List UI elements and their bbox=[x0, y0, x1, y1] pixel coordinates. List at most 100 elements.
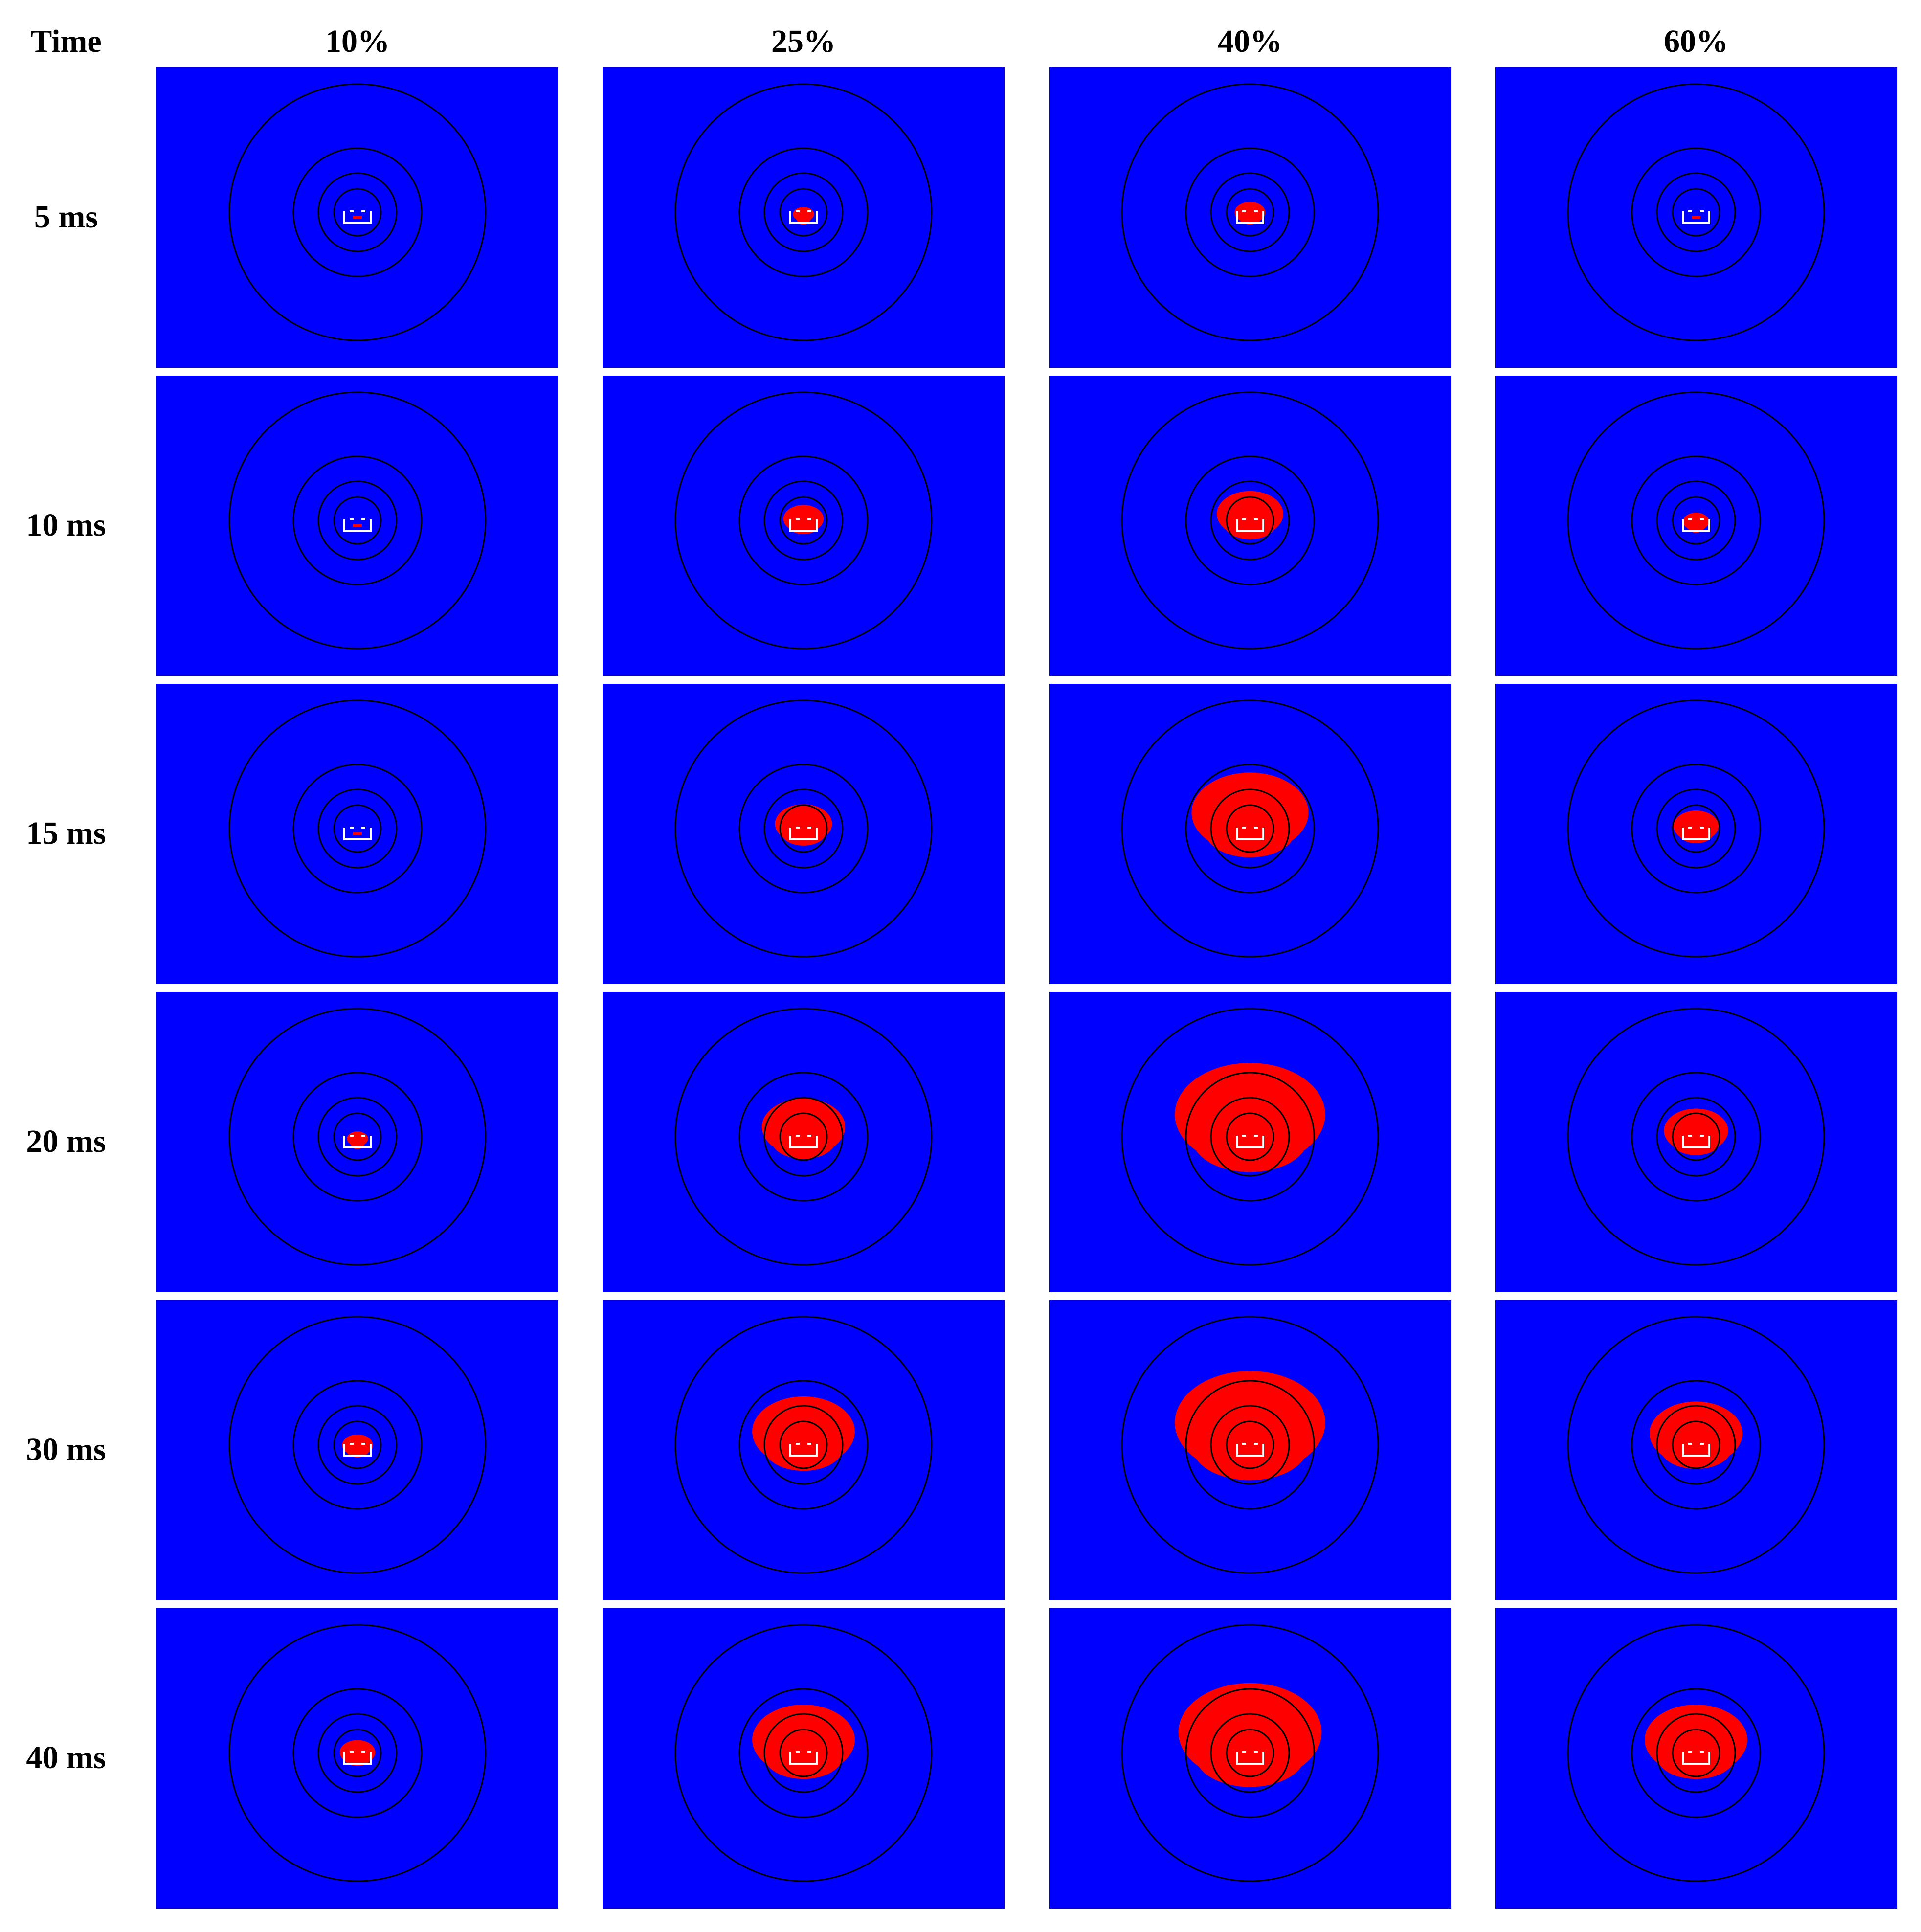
source-bracket bbox=[343, 519, 372, 532]
contour-ring bbox=[779, 804, 828, 853]
contour-ring bbox=[1567, 699, 1825, 958]
simulation-panel bbox=[1049, 1300, 1451, 1600]
source-bracket bbox=[1236, 519, 1264, 532]
contour-ring bbox=[333, 804, 382, 853]
plume-core bbox=[797, 1752, 810, 1766]
source-bracket bbox=[1682, 211, 1710, 224]
plume-core bbox=[353, 832, 362, 835]
contour-ring bbox=[779, 1112, 828, 1161]
panel-canvas bbox=[1049, 376, 1451, 676]
contour-ring bbox=[1226, 1112, 1274, 1161]
simulation-panel bbox=[603, 1300, 1005, 1600]
panel-canvas bbox=[156, 1300, 558, 1600]
contour-ring bbox=[333, 1112, 382, 1161]
panel-canvas bbox=[156, 1608, 558, 1909]
simulation-panel bbox=[603, 992, 1005, 1292]
panel-canvas bbox=[1495, 684, 1897, 984]
contour-ring bbox=[1121, 699, 1379, 958]
contour-ring bbox=[333, 188, 382, 237]
simulation-panel bbox=[603, 1608, 1005, 1909]
contour-ring bbox=[317, 788, 398, 869]
contour-ring bbox=[1185, 1380, 1315, 1510]
contour-ring bbox=[228, 1624, 487, 1882]
contour-ring bbox=[779, 188, 828, 237]
source-bracket bbox=[1236, 1444, 1264, 1457]
plume-core bbox=[353, 216, 362, 219]
column-header: 25% bbox=[771, 23, 836, 59]
source-bracket bbox=[1682, 519, 1710, 532]
contour-ring bbox=[333, 1420, 382, 1469]
contour-ring bbox=[1210, 1713, 1290, 1793]
panel-canvas bbox=[156, 992, 558, 1292]
plume-core bbox=[797, 519, 810, 533]
contour-ring bbox=[738, 455, 869, 585]
contour-ring bbox=[1631, 1688, 1761, 1818]
row-label: 10 ms bbox=[26, 507, 106, 543]
contour-ring bbox=[674, 1316, 933, 1574]
contour-ring bbox=[1567, 1008, 1825, 1266]
panel-canvas bbox=[1495, 1300, 1897, 1600]
contour-ring bbox=[1185, 147, 1315, 277]
plume bbox=[783, 505, 824, 535]
panel-canvas bbox=[1049, 684, 1451, 984]
contour-ring bbox=[1672, 804, 1720, 853]
panel-canvas bbox=[1495, 67, 1897, 368]
panel-canvas bbox=[1049, 1608, 1451, 1909]
contour-ring bbox=[1226, 188, 1274, 237]
panel-canvas bbox=[156, 376, 558, 676]
contour-ring bbox=[674, 1008, 933, 1266]
plume bbox=[1175, 1063, 1325, 1172]
contour-ring bbox=[1567, 391, 1825, 650]
contour-ring bbox=[763, 1405, 844, 1485]
contour-ring bbox=[1210, 1405, 1290, 1485]
row-label: 20 ms bbox=[26, 1123, 106, 1159]
contour-ring bbox=[763, 172, 844, 252]
contour-ring bbox=[292, 1072, 423, 1202]
source-bracket bbox=[789, 1136, 818, 1148]
panel-canvas bbox=[1049, 1300, 1451, 1600]
contour-ring bbox=[1672, 1729, 1720, 1777]
plume-core bbox=[797, 828, 810, 841]
simulation-panel bbox=[1495, 684, 1897, 984]
plume bbox=[752, 1396, 855, 1471]
contour-ring bbox=[1226, 1420, 1274, 1469]
panel-canvas bbox=[1495, 992, 1897, 1292]
contour-ring bbox=[1121, 1624, 1379, 1882]
row-label: 15 ms bbox=[26, 815, 106, 851]
panel-canvas bbox=[603, 1608, 1005, 1909]
contour-ring bbox=[317, 1097, 398, 1177]
contour-ring bbox=[763, 1713, 844, 1793]
plume bbox=[1645, 1704, 1747, 1779]
source-bracket bbox=[1682, 1752, 1710, 1765]
source-bracket bbox=[1682, 1444, 1710, 1457]
contour-ring bbox=[763, 1097, 844, 1177]
plume-core bbox=[1689, 1444, 1703, 1458]
panel-canvas bbox=[1049, 67, 1451, 368]
column-header: 10% bbox=[325, 23, 390, 59]
plume-core bbox=[1243, 828, 1257, 841]
panel-canvas bbox=[1495, 1608, 1897, 1909]
contour-ring bbox=[738, 1072, 869, 1202]
plume bbox=[761, 1098, 846, 1159]
contour-ring bbox=[674, 699, 933, 958]
simulation-panel bbox=[156, 376, 558, 676]
contour-ring bbox=[317, 480, 398, 561]
contour-ring bbox=[228, 1008, 487, 1266]
panel-canvas bbox=[603, 67, 1005, 368]
plume bbox=[752, 1704, 855, 1779]
plume-core bbox=[1243, 519, 1257, 533]
plume-core bbox=[351, 1752, 364, 1766]
contour-ring bbox=[1656, 1405, 1736, 1485]
plume bbox=[339, 1740, 376, 1766]
contour-ring bbox=[1656, 1097, 1736, 1177]
contour-ring bbox=[228, 391, 487, 650]
simulation-panel bbox=[156, 1608, 558, 1909]
plume bbox=[1191, 772, 1309, 857]
contour-ring bbox=[317, 1405, 398, 1485]
header-time: Time bbox=[30, 23, 102, 59]
plume bbox=[1683, 512, 1709, 533]
contour-ring bbox=[1656, 1713, 1736, 1793]
contour-ring bbox=[1121, 1008, 1379, 1266]
contour-ring bbox=[1567, 1624, 1825, 1882]
contour-ring bbox=[292, 455, 423, 585]
